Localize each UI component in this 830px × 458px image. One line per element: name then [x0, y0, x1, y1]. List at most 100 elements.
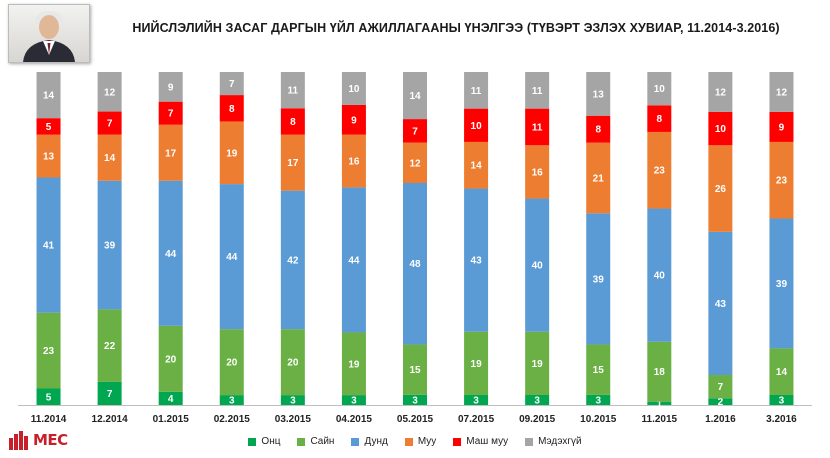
data-label: 3 [412, 395, 418, 406]
x-tick-label: 11.2015 [642, 414, 678, 425]
bar-segment [647, 131, 672, 209]
bar-segment [36, 312, 61, 389]
bar-segment [525, 198, 550, 332]
bar-segment [525, 145, 550, 199]
data-label: 5 [46, 392, 52, 403]
legend-swatch [351, 437, 360, 446]
legend-swatch [297, 437, 306, 446]
legend-label: Маш муу [466, 436, 509, 447]
data-label: 23 [654, 166, 666, 177]
data-label: 17 [287, 158, 299, 169]
data-label: 10 [471, 121, 483, 132]
bar-segment [97, 72, 122, 112]
data-label: 15 [593, 365, 605, 376]
data-label: 10 [348, 84, 360, 95]
bar-segment [341, 187, 366, 333]
legend-swatch [248, 437, 257, 446]
bar-segment [586, 394, 611, 405]
data-label: 11 [532, 86, 543, 97]
bar-segment [280, 134, 305, 191]
mec-logo: MEC [8, 428, 68, 452]
data-label: 10 [715, 124, 727, 135]
bar-segment [158, 391, 183, 405]
bar-segment [464, 108, 489, 142]
portrait-photo [8, 4, 90, 63]
legend-label: Дунд [364, 436, 388, 447]
data-label: 41 [43, 241, 55, 252]
bar-segment [97, 381, 122, 405]
data-label: 9 [351, 115, 357, 126]
bar-segment [769, 218, 794, 349]
bar-segment [36, 177, 61, 313]
bar-segment [647, 401, 672, 405]
portrait-icon [23, 11, 75, 62]
bar-segment [280, 329, 305, 396]
bar-segment [341, 395, 366, 405]
data-label: 19 [471, 359, 483, 370]
data-label: 3 [534, 396, 540, 407]
data-label: 21 [593, 173, 605, 184]
data-label: 5 [46, 122, 52, 133]
bar-segment [97, 111, 122, 135]
bar-segment [647, 208, 672, 342]
bar-segment [769, 111, 794, 142]
bar-segment [219, 329, 244, 396]
bar-segment [464, 331, 489, 396]
legend-swatch [525, 437, 534, 446]
data-label: 7 [107, 389, 113, 400]
data-label: 23 [776, 176, 788, 187]
data-label: 16 [532, 167, 544, 178]
data-label: 39 [593, 274, 605, 285]
data-label: 3 [473, 396, 479, 407]
data-label: 13 [593, 89, 605, 100]
data-label: 2 [718, 397, 724, 408]
bar-segment [158, 325, 183, 392]
data-label: 4 [168, 394, 174, 405]
data-label: 7 [412, 126, 418, 137]
bar-segment [586, 115, 611, 143]
bar-segment [708, 111, 733, 146]
data-label: 22 [104, 341, 116, 352]
data-label: 14 [776, 367, 788, 378]
data-label: 11 [288, 86, 299, 97]
data-label: 19 [348, 359, 360, 370]
data-label: 8 [657, 114, 663, 125]
data-label: 39 [104, 241, 116, 252]
bar-segment [219, 395, 244, 405]
data-label: 44 [165, 249, 177, 260]
x-tick-label: 12.2014 [92, 414, 129, 425]
data-label: 10 [654, 84, 666, 95]
data-label: 12 [104, 87, 116, 98]
bar-segment [403, 394, 427, 405]
x-tick-label: 09.2015 [519, 414, 556, 425]
data-label: 7 [168, 109, 174, 120]
bar-segment [219, 121, 244, 185]
data-label: 48 [409, 259, 421, 270]
data-label: 7 [718, 382, 724, 393]
data-label: 3 [229, 396, 235, 407]
bar-segment [586, 344, 611, 395]
data-label: 43 [715, 299, 727, 310]
bar-segment [219, 184, 244, 330]
bar-segment [525, 331, 550, 396]
data-label: 14 [104, 153, 116, 164]
legend-item: Мэдэхгүй [525, 436, 582, 447]
bar-segment [219, 95, 244, 122]
bar-segment [341, 72, 366, 105]
data-label: 17 [165, 148, 177, 159]
bar-segment [36, 72, 61, 119]
data-label: 9 [168, 82, 174, 93]
data-label: 39 [776, 279, 788, 290]
bar-segment [97, 180, 122, 310]
data-label: 13 [43, 152, 55, 163]
bar-segment [464, 395, 489, 405]
data-label: 7 [107, 119, 113, 130]
bar-segment [769, 348, 794, 396]
legend-item: Онц [248, 436, 280, 447]
x-tick-label: 10.2015 [580, 414, 617, 425]
bar-segment [341, 104, 366, 135]
bar-segment [708, 231, 733, 376]
x-tick-label: 04.2015 [336, 414, 373, 425]
bar-segment [403, 344, 427, 395]
data-label: 15 [409, 365, 421, 376]
